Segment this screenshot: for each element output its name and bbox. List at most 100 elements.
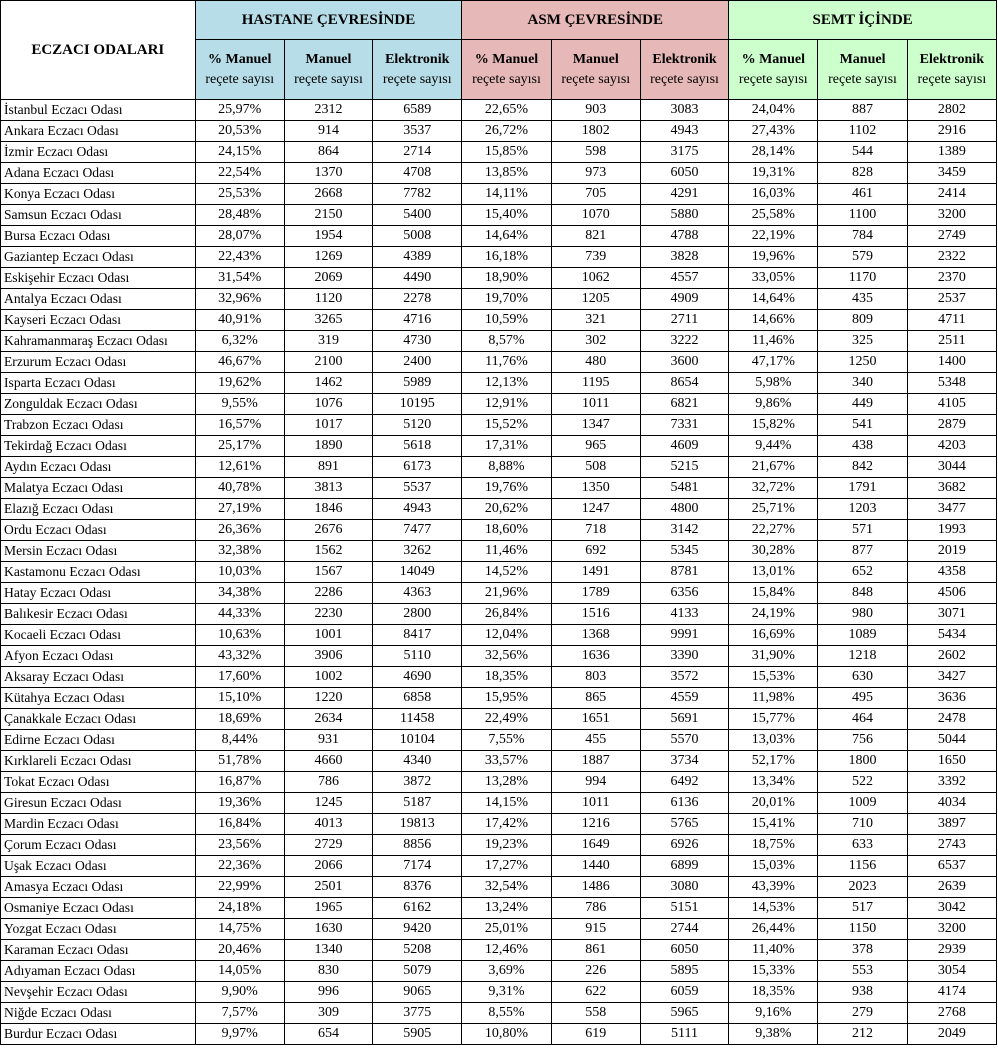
semt-manuel-percent-cell: 16,69% bbox=[728, 624, 819, 646]
hastane-manuel-percent-cell: 16,57% bbox=[194, 414, 285, 436]
semt-elektronik-cell: 4358 bbox=[906, 561, 998, 583]
asm-manuel-cell: 994 bbox=[550, 771, 641, 793]
subheader-elektronik: Elektronik reçete sayısı bbox=[639, 39, 730, 100]
hastane-manuel-cell: 1269 bbox=[283, 246, 374, 268]
semt-manuel-cell: 980 bbox=[817, 603, 908, 625]
asm-elektronik-cell: 9991 bbox=[639, 624, 730, 646]
semt-manuel-cell: 1100 bbox=[817, 204, 908, 226]
hastane-elektronik-cell: 6162 bbox=[372, 897, 463, 919]
asm-elektronik-cell: 4609 bbox=[639, 435, 730, 457]
chamber-name-cell: Kütahya Eczacı Odası bbox=[0, 687, 196, 709]
hastane-manuel-percent-cell: 9,55% bbox=[194, 393, 285, 415]
asm-manuel-cell: 1205 bbox=[550, 288, 641, 310]
table-row: Çorum Eczacı Odası 23,56% 2729 8856 19,23% 16… bbox=[0, 834, 998, 856]
semt-manuel-percent-cell: 9,44% bbox=[728, 435, 819, 457]
semt-manuel-cell: 435 bbox=[817, 288, 908, 310]
table-row: Adana Eczacı Odası 22,54% 1370 4708 13,85% 97… bbox=[0, 162, 998, 184]
asm-manuel-cell: 903 bbox=[550, 99, 641, 121]
hastane-manuel-percent-cell: 22,36% bbox=[194, 855, 285, 877]
hastane-manuel-percent-cell: 25,53% bbox=[194, 183, 285, 205]
asm-manuel-percent-cell: 12,13% bbox=[461, 372, 552, 394]
semt-elektronik-cell: 5044 bbox=[906, 729, 998, 751]
group-header-asm: ASM ÇEVRESİNDE bbox=[461, 0, 730, 40]
semt-elektronik-cell: 3427 bbox=[906, 666, 998, 688]
hastane-elektronik-cell: 4943 bbox=[372, 498, 463, 520]
asm-manuel-percent-cell: 19,76% bbox=[461, 477, 552, 499]
chamber-name-cell: Mardin Eczacı Odası bbox=[0, 813, 196, 835]
semt-manuel-cell: 1203 bbox=[817, 498, 908, 520]
semt-manuel-cell: 279 bbox=[817, 1002, 908, 1024]
semt-elektronik-cell: 1650 bbox=[906, 750, 998, 772]
semt-manuel-percent-cell: 26,44% bbox=[728, 918, 819, 940]
chamber-name-cell: Kocaeli Eczacı Odası bbox=[0, 624, 196, 646]
table-row: İzmir Eczacı Odası 24,15% 864 2714 15,85% 598… bbox=[0, 141, 998, 163]
asm-manuel-percent-cell: 13,85% bbox=[461, 162, 552, 184]
asm-elektronik-cell: 3390 bbox=[639, 645, 730, 667]
asm-manuel-percent-cell: 13,24% bbox=[461, 897, 552, 919]
semt-manuel-percent-cell: 20,01% bbox=[728, 792, 819, 814]
hastane-manuel-cell: 1001 bbox=[283, 624, 374, 646]
semt-manuel-cell: 1250 bbox=[817, 351, 908, 373]
semt-manuel-cell: 1791 bbox=[817, 477, 908, 499]
asm-manuel-cell: 302 bbox=[550, 330, 641, 352]
semt-elektronik-cell: 2802 bbox=[906, 99, 998, 121]
asm-manuel-percent-cell: 15,40% bbox=[461, 204, 552, 226]
semt-manuel-cell: 710 bbox=[817, 813, 908, 835]
hastane-manuel-percent-cell: 9,90% bbox=[194, 981, 285, 1003]
group-header-semt: SEMT İÇİNDE bbox=[728, 0, 997, 40]
chamber-name-cell: Niğde Eczacı Odası bbox=[0, 1002, 196, 1024]
asm-manuel-cell: 1649 bbox=[550, 834, 641, 856]
table-row: Tokat Eczacı Odası 16,87% 786 3872 13,28% 994… bbox=[0, 771, 998, 793]
asm-manuel-cell: 1350 bbox=[550, 477, 641, 499]
semt-elektronik-cell: 3392 bbox=[906, 771, 998, 793]
hastane-elektronik-cell: 4730 bbox=[372, 330, 463, 352]
asm-elektronik-cell: 4943 bbox=[639, 120, 730, 142]
asm-manuel-percent-cell: 33,57% bbox=[461, 750, 552, 772]
chamber-name-cell: Konya Eczacı Odası bbox=[0, 183, 196, 205]
semt-manuel-percent-cell: 18,35% bbox=[728, 981, 819, 1003]
table-row: Nevşehir Eczacı Odası 9,90% 996 9065 9,31% 62… bbox=[0, 981, 998, 1003]
hastane-manuel-cell: 1462 bbox=[283, 372, 374, 394]
semt-elektronik-cell: 3459 bbox=[906, 162, 998, 184]
asm-elektronik-cell: 6926 bbox=[639, 834, 730, 856]
hastane-elektronik-cell: 5120 bbox=[372, 414, 463, 436]
table-row: Bursa Eczacı Odası 28,07% 1954 5008 14,64% 82… bbox=[0, 225, 998, 247]
semt-elektronik-cell: 2414 bbox=[906, 183, 998, 205]
hastane-manuel-percent-cell: 31,54% bbox=[194, 267, 285, 289]
hastane-manuel-percent-cell: 20,46% bbox=[194, 939, 285, 961]
chamber-name-cell: Adıyaman Eczacı Odası bbox=[0, 960, 196, 982]
table-row: Ordu Eczacı Odası 26,36% 2676 7477 18,60% 718… bbox=[0, 519, 998, 541]
semt-manuel-cell: 652 bbox=[817, 561, 908, 583]
asm-elektronik-cell: 7331 bbox=[639, 414, 730, 436]
asm-manuel-cell: 973 bbox=[550, 162, 641, 184]
semt-elektronik-cell: 5348 bbox=[906, 372, 998, 394]
hastane-manuel-cell: 2668 bbox=[283, 183, 374, 205]
subheader-bottom: reçete sayısı bbox=[828, 71, 897, 87]
asm-elektronik-cell: 4291 bbox=[639, 183, 730, 205]
semt-elektronik-cell: 4711 bbox=[906, 309, 998, 331]
table-row: Ankara Eczacı Odası 20,53% 914 3537 26,72% 18… bbox=[0, 120, 998, 142]
hastane-manuel-percent-cell: 23,56% bbox=[194, 834, 285, 856]
subheader-top: Elektronik bbox=[919, 51, 984, 67]
hastane-elektronik-cell: 5618 bbox=[372, 435, 463, 457]
asm-elektronik-cell: 4559 bbox=[639, 687, 730, 709]
semt-elektronik-cell: 3897 bbox=[906, 813, 998, 835]
asm-manuel-percent-cell: 12,46% bbox=[461, 939, 552, 961]
semt-manuel-percent-cell: 11,46% bbox=[728, 330, 819, 352]
asm-manuel-percent-cell: 18,35% bbox=[461, 666, 552, 688]
asm-elektronik-cell: 5215 bbox=[639, 456, 730, 478]
asm-manuel-percent-cell: 7,55% bbox=[461, 729, 552, 751]
asm-manuel-cell: 718 bbox=[550, 519, 641, 541]
semt-manuel-percent-cell: 14,53% bbox=[728, 897, 819, 919]
asm-manuel-cell: 558 bbox=[550, 1002, 641, 1024]
subheader-manuel: Manuel reçete sayısı bbox=[550, 39, 641, 100]
semt-manuel-cell: 809 bbox=[817, 309, 908, 331]
hastane-elektronik-cell: 4690 bbox=[372, 666, 463, 688]
semt-manuel-percent-cell: 15,33% bbox=[728, 960, 819, 982]
hastane-elektronik-cell: 10195 bbox=[372, 393, 463, 415]
hastane-elektronik-cell: 3537 bbox=[372, 120, 463, 142]
table-row: Adıyaman Eczacı Odası 14,05% 830 5079 3,69% 2… bbox=[0, 960, 998, 982]
hastane-manuel-cell: 931 bbox=[283, 729, 374, 751]
asm-manuel-percent-cell: 25,01% bbox=[461, 918, 552, 940]
hastane-elektronik-cell: 8417 bbox=[372, 624, 463, 646]
